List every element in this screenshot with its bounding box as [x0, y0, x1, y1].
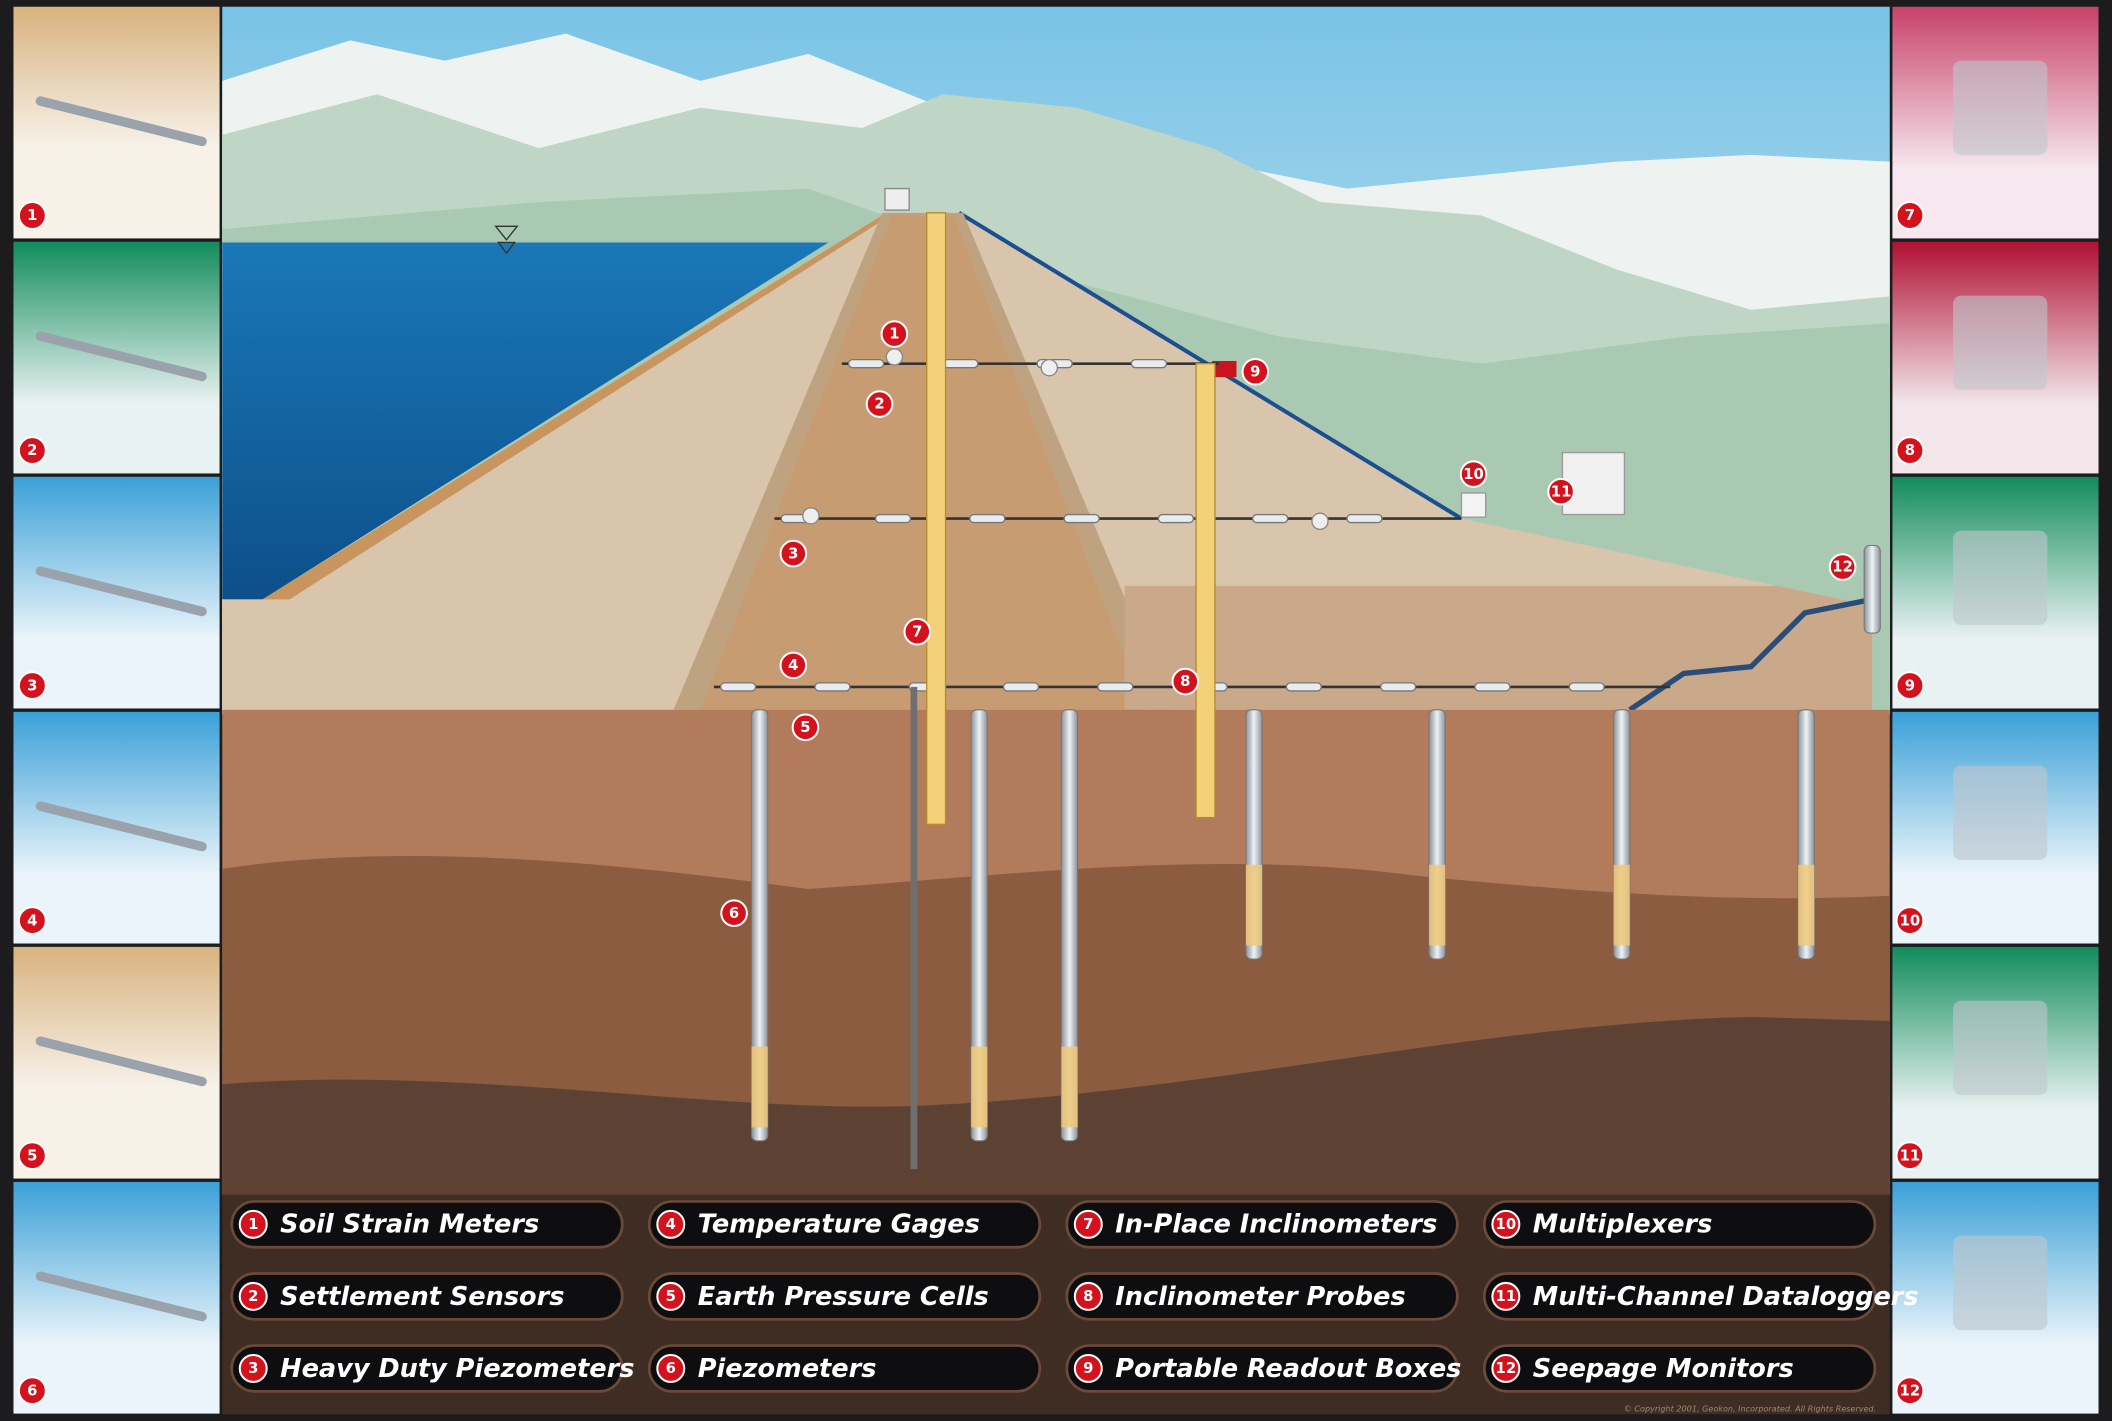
product-shape — [1953, 296, 2047, 390]
number-text: 9 — [1250, 363, 1260, 380]
legend-label: Temperature Gages — [698, 1210, 980, 1240]
number-text: 3 — [27, 677, 37, 694]
number-text: 6 — [729, 905, 739, 922]
product-shape — [1953, 766, 2047, 860]
sensor — [1003, 683, 1038, 691]
poster: 1234567891011121728394105116121Soil Stra… — [0, 0, 2112, 1421]
well-sand — [1614, 865, 1630, 946]
sensor-ball — [803, 508, 819, 524]
sensor-ball — [1312, 513, 1328, 529]
house-10 — [1461, 493, 1485, 517]
piezo-standpipe — [911, 687, 918, 1169]
number-text: 7 — [1905, 207, 1915, 224]
sensor-ball — [886, 349, 902, 365]
sensor — [1064, 515, 1099, 523]
legend-label: In-Place Inclinometers — [1115, 1210, 1437, 1240]
inclinometer-casing — [927, 213, 946, 825]
sensor — [1098, 683, 1133, 691]
number-text: 8 — [1180, 673, 1190, 690]
sensor — [1286, 683, 1321, 691]
number-text: 9 — [1083, 1360, 1093, 1377]
number-text: 8 — [1083, 1288, 1093, 1305]
page: {"instruments":[ {"number":"1","label":"… — [0, 0, 2112, 1421]
number-text: 2 — [874, 396, 884, 413]
number-text: 10 — [1900, 912, 1921, 929]
well-sand — [971, 1047, 987, 1128]
number-text: 1 — [27, 207, 37, 224]
number-text: 3 — [248, 1360, 258, 1377]
number-text: 11 — [1900, 1147, 1921, 1164]
number-text: 4 — [666, 1216, 676, 1233]
number-text: 10 — [1463, 466, 1484, 483]
legend-label: Multiplexers — [1533, 1210, 1713, 1240]
number-text: 11 — [1496, 1288, 1517, 1305]
number-text: 6 — [27, 1382, 37, 1399]
well-sand — [1429, 865, 1445, 946]
sensor — [1253, 515, 1288, 523]
number-text: 12 — [1832, 559, 1853, 576]
legend-label: Heavy Duty Piezometers — [280, 1354, 634, 1384]
legend-label: Multi-Channel Dataloggers — [1533, 1282, 1919, 1312]
legend-label: Inclinometer Probes — [1115, 1282, 1405, 1312]
number-text: 7 — [1083, 1216, 1093, 1233]
number-text: 1 — [248, 1216, 258, 1233]
well-sand — [1061, 1047, 1077, 1128]
product-shape — [1953, 1236, 2047, 1330]
number-text: 4 — [788, 657, 798, 674]
crest-box — [885, 189, 909, 211]
number-text: 3 — [788, 545, 798, 562]
copyright: © Copyright 2001, Geokon, Incorporated. … — [1624, 1403, 1877, 1413]
number-text: 12 — [1900, 1382, 1921, 1399]
sensor — [1381, 683, 1416, 691]
number-text: 7 — [912, 623, 922, 640]
sensor — [849, 360, 884, 368]
legend-label: Earth Pressure Cells — [698, 1282, 989, 1312]
number-text: 5 — [27, 1147, 37, 1164]
sensor — [1131, 360, 1166, 368]
sensor — [1158, 515, 1193, 523]
well-sand — [1246, 865, 1262, 946]
number-text: 8 — [1905, 442, 1915, 459]
well — [1864, 546, 1880, 634]
sensor-ball — [1041, 360, 1057, 376]
legend-label: Soil Strain Meters — [280, 1210, 539, 1240]
number-text: 10 — [1496, 1216, 1517, 1233]
number-text: 6 — [666, 1360, 676, 1377]
sensor — [1347, 515, 1382, 523]
number-text: 4 — [27, 912, 37, 929]
legend-label: Portable Readout Boxes — [1115, 1354, 1461, 1384]
legend-label: Seepage Monitors — [1533, 1354, 1794, 1384]
sensor — [876, 515, 911, 523]
legend-label: Settlement Sensors — [280, 1282, 564, 1312]
number-text: 11 — [1551, 483, 1572, 500]
sensor — [815, 683, 850, 691]
number-text: 5 — [800, 719, 810, 736]
product-shape — [1953, 61, 2047, 155]
sensor — [1569, 683, 1604, 691]
sensor — [943, 360, 978, 368]
well-sand — [752, 1047, 768, 1128]
number-text: 9 — [1905, 677, 1915, 694]
legend-label: Piezometers — [698, 1354, 877, 1384]
inclinometer-casing — [1196, 364, 1215, 818]
sensor — [970, 515, 1005, 523]
number-text: 1 — [889, 326, 899, 343]
number-text: 12 — [1496, 1360, 1517, 1377]
product-shape — [1953, 531, 2047, 625]
product-shape — [1953, 1001, 2047, 1095]
number-text: 2 — [248, 1288, 258, 1305]
sensor — [1475, 683, 1510, 691]
well-sand — [1798, 865, 1814, 946]
sensor — [721, 683, 756, 691]
number-text: 5 — [666, 1288, 676, 1305]
number-text: 2 — [27, 442, 37, 459]
